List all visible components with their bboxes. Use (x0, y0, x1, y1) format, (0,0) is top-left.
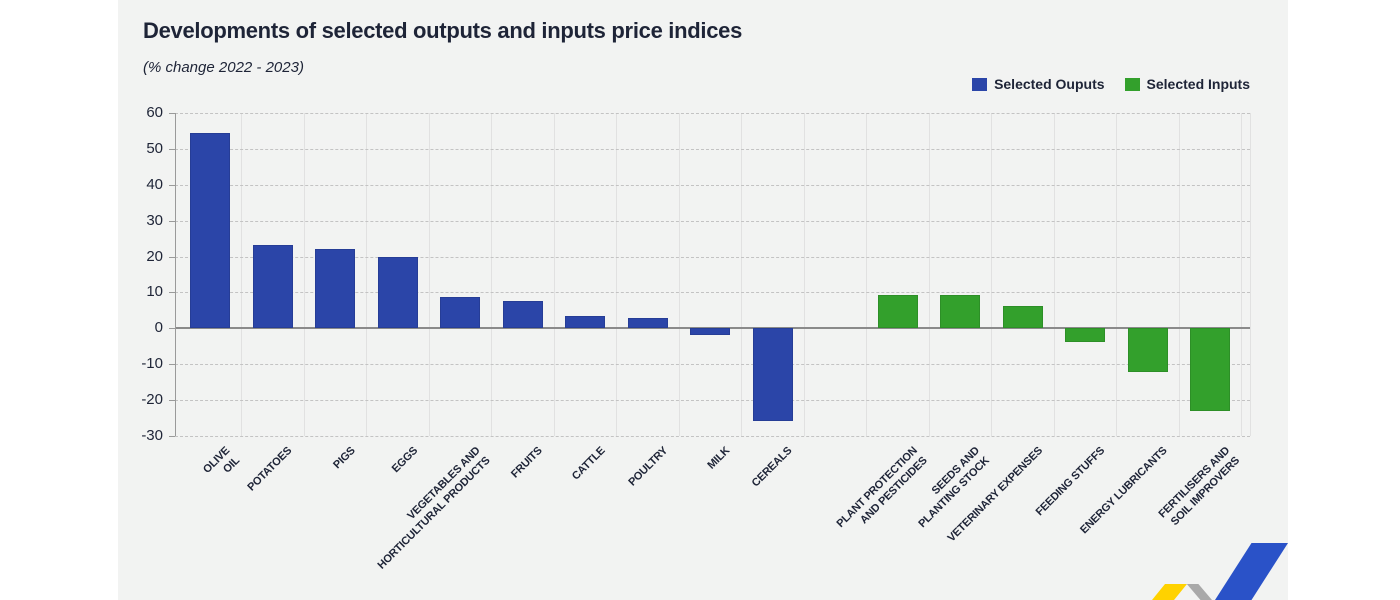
x-axis-category-label: EGGS (389, 444, 420, 476)
bar (690, 328, 730, 336)
bar (440, 297, 480, 329)
bar (877, 294, 918, 329)
chart-title: Developments of selected outputs and inp… (143, 18, 743, 43)
y-axis-tick (169, 436, 175, 437)
horizontal-gridline (175, 113, 1250, 114)
y-axis-tick (169, 328, 175, 330)
horizontal-gridline (175, 292, 1250, 294)
bar (190, 133, 230, 329)
legend-label-outputs: Selected Ouputs (994, 76, 1105, 92)
bar (252, 245, 293, 329)
bar (752, 328, 793, 421)
horizontal-gridline (175, 184, 1250, 186)
legend-item-inputs: Selected Inputs (1124, 76, 1250, 92)
plot-right-border (1250, 113, 1251, 436)
y-axis-tick (169, 256, 175, 258)
x-axis-category-label: VEGETABLES AND HORTICULTURAL PRODUCTS (375, 444, 493, 572)
y-axis-tick (169, 184, 175, 186)
inputs-legend-swatch-icon (1124, 77, 1140, 91)
bar (377, 257, 418, 329)
y-axis-tick-label: 10 (146, 283, 163, 301)
bar (1127, 328, 1168, 373)
x-axis-category-label: FRUITS (508, 444, 545, 481)
chart-card: Developments of selected outputs and inp… (118, 0, 1288, 600)
y-axis-tick-label: -30 (141, 427, 163, 444)
vertical-gridline (491, 113, 493, 436)
y-axis-tick-label: 20 (146, 247, 163, 265)
bar (1065, 328, 1105, 343)
bar (502, 301, 543, 329)
outputs-legend-swatch-icon (972, 77, 988, 91)
y-axis-tick-label: 60 (146, 104, 163, 121)
x-axis-category-label: PIGS (330, 444, 358, 472)
vertical-gridline (678, 113, 680, 436)
vertical-gridline (741, 113, 743, 436)
y-axis-tick (169, 364, 175, 366)
y-axis-tick (169, 220, 175, 222)
y-axis-tick-label: -10 (141, 355, 163, 373)
vertical-gridline (1053, 113, 1055, 436)
vertical-gridline (803, 113, 805, 436)
x-axis-category-label: CATTLE (569, 444, 608, 483)
x-axis-category-label: POTATOES (245, 444, 295, 494)
vertical-gridline (928, 113, 930, 436)
x-axis-category-label: FERTILISERS AND SOIL IMPROVERS (1156, 444, 1243, 529)
horizontal-gridline (175, 436, 1250, 437)
chart-subtitle: (% change 2022 - 2023) (143, 59, 304, 76)
vertical-gridline (1178, 113, 1180, 436)
eurostat-decoration-blue-stripe-icon (1215, 543, 1288, 600)
bar (1002, 306, 1043, 329)
y-axis-tick (169, 292, 175, 294)
y-axis-tick-label: 0 (154, 319, 163, 337)
x-axis-category-label: OLIVE OIL (201, 444, 243, 476)
bar (315, 249, 355, 329)
horizontal-gridline (175, 364, 1250, 366)
vertical-gridline (991, 113, 993, 436)
bar (627, 318, 668, 329)
y-axis-tick (169, 400, 175, 402)
vertical-gridline (303, 113, 305, 436)
vertical-gridline (241, 113, 243, 436)
vertical-gridline (616, 113, 618, 436)
x-axis-category-label: CEREALS (750, 444, 795, 490)
y-axis-line (175, 113, 176, 436)
x-axis-category-label: MILK (705, 444, 733, 472)
legend-item-outputs: Selected Ouputs (972, 76, 1105, 92)
y-axis-tick-label: 30 (146, 211, 163, 229)
bar (1190, 328, 1230, 411)
bar (940, 295, 980, 329)
bar-chart-plot: 60 50 40 30 20 10 0 -10 -20 -30 OLIVE OIL POTATOES P… (141, 104, 1251, 572)
vertical-gridline (866, 113, 868, 436)
y-axis-tick (169, 113, 175, 114)
horizontal-gridline (175, 220, 1250, 222)
y-axis-tick-label: 40 (146, 175, 163, 193)
horizontal-gridline (175, 256, 1250, 258)
horizontal-gridline (175, 148, 1250, 150)
vertical-gridline (366, 113, 368, 436)
vertical-gridline (553, 113, 555, 436)
y-axis-tick-label: -20 (141, 391, 163, 409)
legend: Selected Ouputs Selected Inputs (972, 76, 1250, 92)
legend-label-inputs: Selected Inputs (1146, 76, 1250, 92)
x-axis-category-label: POULTRY (625, 444, 670, 489)
y-axis-tick (169, 148, 175, 150)
bar (565, 316, 605, 329)
x-axis-category-label: PLANT PROTECTION AND PESTICIDES (834, 444, 930, 531)
y-axis-tick-label: 50 (146, 139, 163, 157)
vertical-gridline (1116, 113, 1118, 436)
vertical-gridline (1241, 113, 1243, 436)
vertical-gridline (428, 113, 430, 436)
horizontal-gridline (175, 400, 1250, 402)
